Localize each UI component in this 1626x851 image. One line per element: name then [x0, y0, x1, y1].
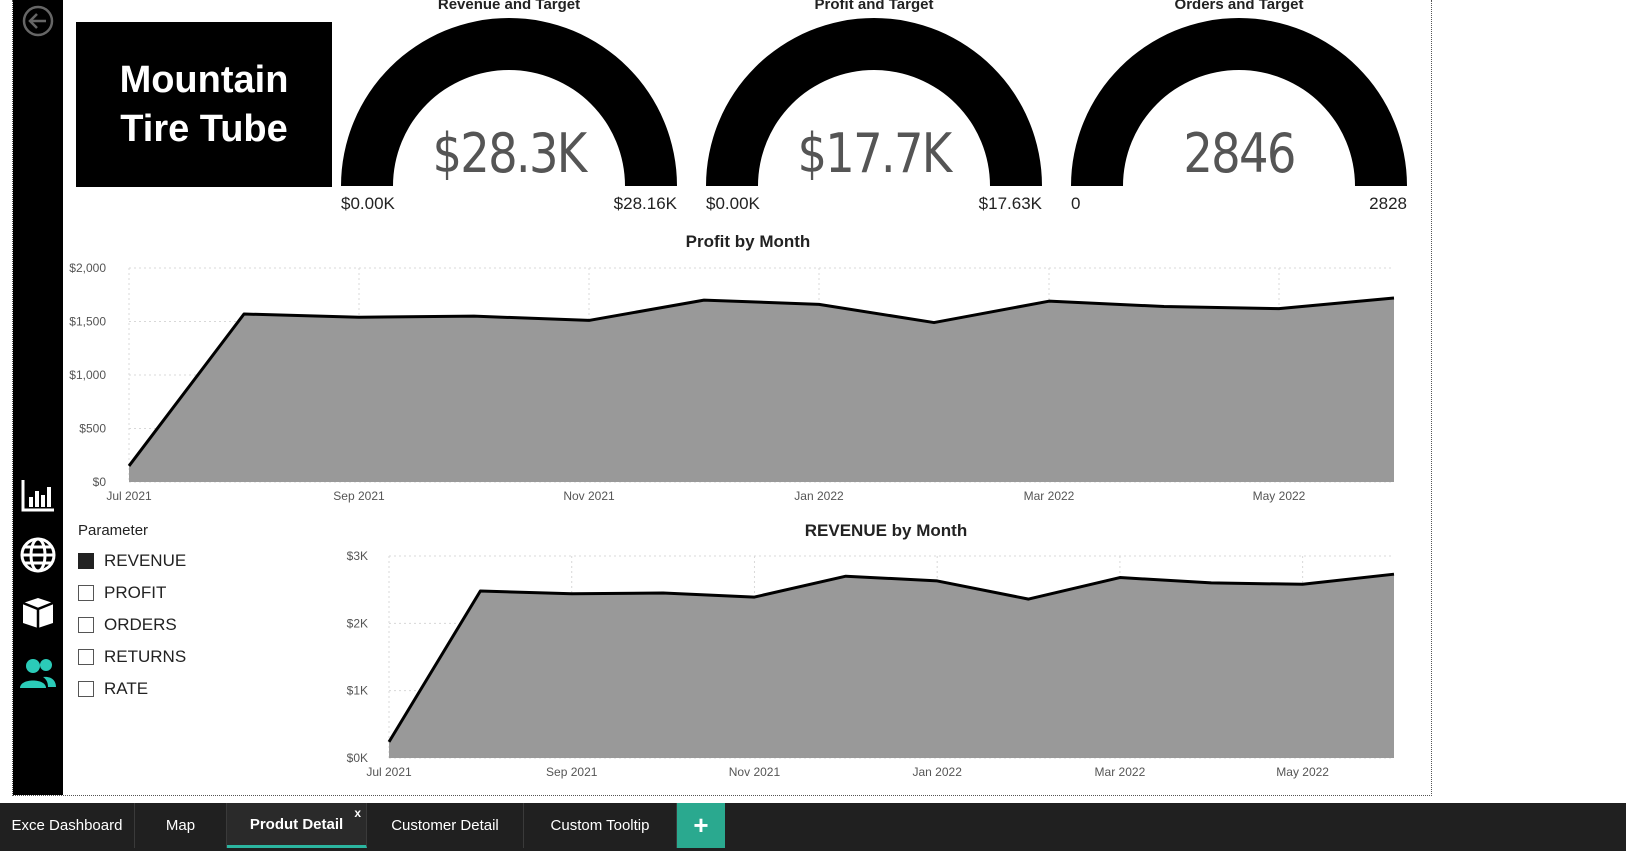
y-tick-label: $2K — [347, 616, 368, 630]
page-tab-bar: Exce Dashboard Map Produt Detail x Custom… — [0, 803, 1626, 851]
y-tick-label: $0K — [347, 751, 368, 765]
x-tick-label: Nov 2021 — [729, 765, 781, 779]
gauge-arc-fill — [341, 18, 677, 186]
area-series — [389, 574, 1394, 758]
series-line — [387, 572, 1395, 743]
nav-rail — [13, 0, 63, 795]
tab-label: Exce Dashboard — [11, 817, 123, 834]
gauge-value: 2846 — [1183, 122, 1296, 185]
x-tick-label: Nov 2021 — [563, 489, 615, 503]
report-canvas — [12, 0, 1432, 796]
checkbox[interactable] — [78, 585, 94, 601]
gauge-arc — [706, 18, 1042, 186]
close-icon[interactable]: x — [354, 806, 361, 820]
gauge-title: Profit and Target — [814, 0, 934, 13]
users-icon[interactable] — [17, 652, 59, 694]
gauge-arc — [341, 18, 677, 186]
gauge-title: Orders and Target — [1174, 0, 1304, 13]
x-tick-label: Mar 2022 — [1024, 489, 1075, 503]
gauge-revenue[interactable]: Revenue and Target $28.3K $0.00K $28.16K — [339, 0, 679, 220]
tab-customer-detail[interactable]: Customer Detail — [367, 803, 524, 848]
tab-produt-detail[interactable]: Produt Detail x — [227, 803, 367, 848]
gauge-arc-fill — [706, 18, 1042, 186]
profit-chart-title: Profit by Month — [685, 232, 811, 251]
checkbox[interactable] — [78, 553, 94, 569]
checkbox[interactable] — [78, 649, 94, 665]
bar-chart-icon[interactable] — [17, 474, 59, 516]
slicer-item-revenue[interactable]: REVENUE — [78, 545, 278, 577]
gauge-value: $17.7K — [797, 122, 952, 185]
revenue-by-month-chart[interactable]: $0K $1K $2K $3K Jul 2021 Sep 2021 Nov 2021 Jan … — [330, 548, 1414, 788]
slicer-title: Parameter — [78, 522, 149, 539]
slicer-item-returns[interactable]: RETURNS — [78, 641, 278, 673]
gauge-orders[interactable]: Orders and Target 2846 0 2828 — [1069, 0, 1409, 220]
tab-exce-dashboard[interactable]: Exce Dashboard — [0, 803, 135, 848]
box-icon[interactable] — [17, 592, 59, 634]
area-series — [129, 297, 1394, 482]
tab-map[interactable]: Map — [135, 803, 227, 848]
slicer-item-label: ORDERS — [104, 615, 177, 634]
back-arrow-icon[interactable] — [17, 0, 59, 42]
x-tick-label: Sep 2021 — [333, 489, 385, 503]
gauge-min: $0.00K — [341, 194, 395, 213]
checkbox[interactable] — [78, 617, 94, 633]
gauge-value: $28.3K — [432, 122, 587, 185]
gauge-profit[interactable]: Profit and Target $17.7K $0.00K $17.63K — [704, 0, 1044, 220]
logo-tile: Mountain Tire Tube — [76, 22, 332, 187]
slicer-item-label: REVENUE — [104, 551, 187, 570]
x-tick-label: Jul 2021 — [366, 765, 412, 779]
slicer-item-label: RETURNS — [104, 647, 187, 666]
gauge-title: Revenue and Target — [437, 0, 581, 13]
y-tick-label: $0 — [93, 475, 107, 489]
x-tick-label: Mar 2022 — [1095, 765, 1146, 779]
gauge-max: $17.63K — [978, 194, 1042, 213]
y-tick-label: $1K — [347, 684, 368, 698]
tab-label: Map — [165, 817, 196, 834]
x-tick-label: Jan 2022 — [794, 489, 844, 503]
logo-line-2: Tire Tube — [120, 107, 288, 150]
x-tick-label: Jul 2021 — [106, 489, 152, 503]
tab-label: Custom Tooltip — [550, 817, 650, 834]
globe-icon[interactable] — [17, 534, 59, 576]
add-page-button[interactable]: + — [677, 803, 725, 848]
revenue-chart-title: REVENUE by Month — [804, 521, 968, 540]
logo-line-1: Mountain — [119, 58, 289, 101]
gauge-min: $0.00K — [706, 194, 760, 213]
x-tick-label: Sep 2021 — [546, 765, 598, 779]
y-tick-label: $1,000 — [69, 368, 106, 382]
slicer-item-orders[interactable]: ORDERS — [78, 609, 278, 641]
checkbox[interactable] — [78, 681, 94, 697]
y-tick-label: $2,000 — [69, 261, 106, 275]
y-tick-label: $3K — [347, 549, 368, 563]
series-line — [127, 296, 1395, 467]
x-tick-label: May 2022 — [1253, 489, 1306, 503]
slicer-item-label: RATE — [104, 679, 149, 698]
slicer-item-rate[interactable]: RATE — [78, 673, 278, 705]
gauge-max: $28.16K — [613, 194, 677, 213]
slicer-item-profit[interactable]: PROFIT — [78, 577, 278, 609]
y-tick-label: $1,500 — [69, 315, 106, 329]
gauge-min: 0 — [1071, 194, 1081, 213]
gauge-arc — [1071, 18, 1407, 186]
x-tick-label: Jan 2022 — [912, 765, 962, 779]
slicer-item-label: PROFIT — [104, 583, 167, 602]
x-tick-label: May 2022 — [1276, 765, 1329, 779]
tab-custom-tooltip[interactable]: Custom Tooltip — [524, 803, 677, 848]
parameter-slicer: Parameter REVENUE PROFIT ORDERS RETURNS … — [78, 522, 278, 705]
tab-label: Produt Detail — [249, 815, 344, 833]
gauge-arc-fill — [1071, 18, 1407, 186]
gauge-max: 2828 — [1369, 194, 1407, 213]
profit-by-month-chart[interactable]: $0 $500 $1,000 $1,500 $2,000 Jul 2021 Sep 2021… — [62, 258, 1414, 508]
tab-label: Customer Detail — [391, 817, 499, 834]
y-tick-label: $500 — [79, 422, 106, 436]
